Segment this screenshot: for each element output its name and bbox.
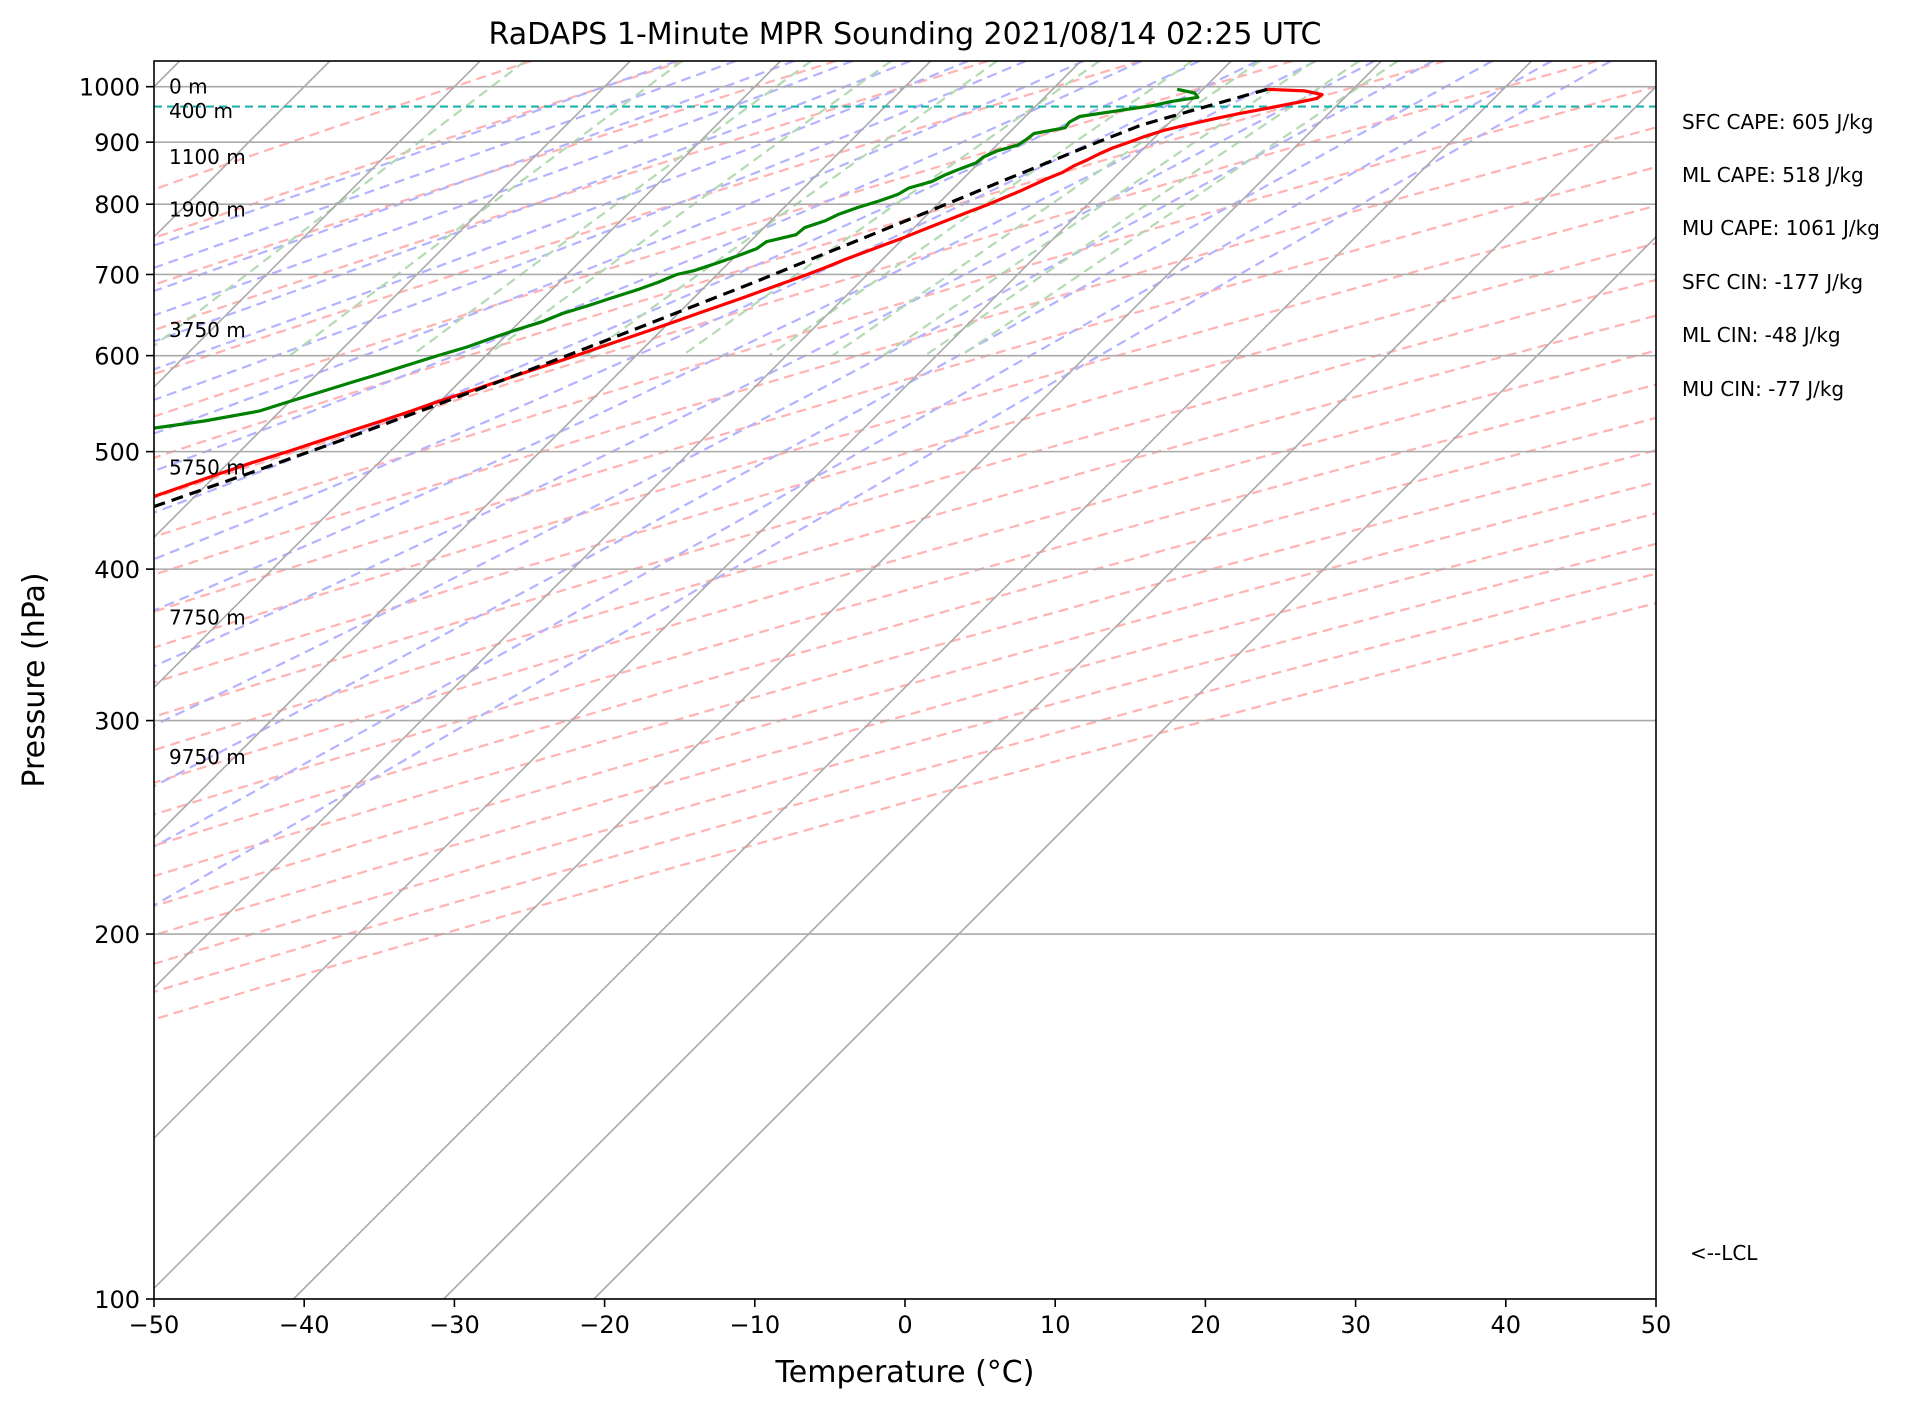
mixing-ratio-line: [289, 61, 683, 357]
x-tick-label: −40: [279, 1311, 330, 1339]
x-tick-label: 40: [1491, 1311, 1522, 1339]
mu-cin-label: MU CIN: -77 J/kg: [1682, 377, 1844, 401]
isotherm: [154, 61, 932, 839]
dry-adiabat: [154, 601, 1656, 1021]
height-label: 5750 m: [169, 456, 246, 480]
mixing-ratio-line: [831, 61, 1261, 357]
moist-adiabat: [154, 61, 1493, 788]
isotherm: [292, 61, 1533, 1299]
moist-adiabat: [154, 61, 1085, 435]
height-labels: 9750 m 7750 m 5750 m 3750 m 1900 m 1100 m 400 …: [169, 75, 246, 769]
dry-adiabat: [154, 165, 1656, 613]
height-label: 9750 m: [169, 745, 246, 769]
x-tick-label: 50: [1641, 1311, 1672, 1339]
y-tick-label: 800: [94, 191, 140, 219]
x-tick-label: 20: [1190, 1311, 1221, 1339]
isotherm: [154, 61, 1382, 1290]
x-tick-label: 0: [897, 1311, 912, 1339]
x-axis-ticks: −50 −40 −30 −20 −10 0 10 20 30 40 50: [129, 1299, 1672, 1339]
dry-adiabat: [154, 542, 1656, 965]
moist-adiabat: [154, 61, 1553, 848]
moist-adiabat: [154, 61, 969, 371]
x-tick-label: 10: [1040, 1311, 1071, 1339]
dry-adiabat: [154, 242, 1656, 684]
height-label: 1100 m: [169, 145, 246, 169]
mu-cape-label: MU CAPE: 1061 J/kg: [1682, 216, 1880, 240]
y-tick-label: 600: [94, 343, 140, 371]
temperature-profile: [154, 87, 1324, 499]
dry-adiabat: [154, 61, 1141, 376]
y-axis-ticks: 100 200 300 400 500 600 700 800 900 1000: [79, 74, 154, 1314]
height-label: 7750 m: [169, 605, 246, 629]
x-tick-label: −10: [729, 1311, 780, 1339]
y-tick-label: 1000: [79, 74, 140, 102]
dry-adiabat: [154, 85, 1656, 538]
y-tick-label: 200: [94, 921, 140, 949]
mixing-ratio-line: [410, 61, 812, 357]
dry-adiabat: [154, 126, 1656, 576]
mixing-ratio-line: [486, 61, 892, 357]
isotherm: [154, 61, 631, 539]
chart-title: RaDAPS 1-Minute MPR Sounding 2021/08/14 …: [489, 17, 1322, 52]
y-tick-label: 300: [94, 708, 140, 736]
dry-adiabat: [154, 278, 1656, 718]
x-tick-label: −50: [129, 1311, 180, 1339]
mixing-ratio-line: [681, 61, 1101, 357]
sfc-cape-label: SFC CAPE: 605 J/kg: [1682, 110, 1873, 134]
ml-cin-label: ML CIN: -48 J/kg: [1682, 323, 1841, 347]
sfc-cin-label: SFC CIN: -177 J/kg: [1682, 270, 1863, 294]
moist-adiabat: [154, 61, 1142, 473]
grid-lines: [154, 61, 1656, 1299]
dry-adiabat: [154, 449, 1656, 878]
isotherm: [593, 235, 1656, 1299]
ml-cape-label: ML CAPE: 518 J/kg: [1682, 163, 1864, 187]
isotherm: [154, 61, 1232, 1140]
thermodynamic-index-panel: SFC CAPE: 605 J/kg ML CAPE: 518 J/kg MU …: [1682, 110, 1880, 401]
moist-adiabat: [154, 61, 1027, 402]
height-label: 1900 m: [169, 197, 246, 221]
height-label: 3750 m: [169, 318, 246, 342]
mixing-ratio-line: [585, 61, 998, 357]
moist-adiabat: [154, 61, 853, 317]
y-tick-label: 100: [94, 1286, 140, 1314]
isotherm: [443, 85, 1656, 1299]
dry-adiabat: [154, 572, 1656, 993]
moist-adiabat: [154, 61, 1434, 727]
mixing-ratio-line: [154, 61, 526, 348]
dry-adiabat: [154, 204, 1656, 649]
y-tick-label: 500: [94, 439, 140, 467]
x-tick-label: 30: [1340, 1311, 1371, 1339]
moist-adiabat: [154, 61, 678, 247]
moist-adiabat: [154, 61, 1612, 907]
dry-adiabat: [154, 349, 1656, 784]
height-label: 0 m: [169, 75, 208, 99]
dry-adiabat: [154, 61, 989, 332]
isotherm: [154, 61, 782, 689]
y-tick-label: 900: [94, 129, 140, 157]
isotherm: [154, 61, 481, 389]
isotherm: [154, 61, 1082, 990]
dry-adiabat: [154, 61, 685, 240]
y-tick-label: 700: [94, 261, 140, 289]
y-tick-label: 400: [94, 556, 140, 584]
height-label: 400 m: [169, 99, 233, 123]
x-tick-label: −20: [579, 1311, 630, 1339]
profile-lines: [154, 87, 1656, 509]
moist-adiabat: [154, 61, 1376, 668]
dewpoint-profile: [154, 87, 1200, 430]
mixing-ratio-line: [960, 61, 1399, 357]
x-axis-title: Temperature (°C): [775, 1355, 1035, 1390]
dry-adiabat: [154, 481, 1656, 908]
lcl-label: <--LCL: [1690, 1241, 1758, 1265]
mixing-ratio-line: [768, 61, 1193, 357]
x-tick-label: −30: [429, 1311, 480, 1339]
dry-adiabat: [154, 512, 1656, 937]
mixing-ratio-line: [882, 61, 1315, 357]
y-axis-title: Pressure (hPa): [17, 572, 52, 787]
